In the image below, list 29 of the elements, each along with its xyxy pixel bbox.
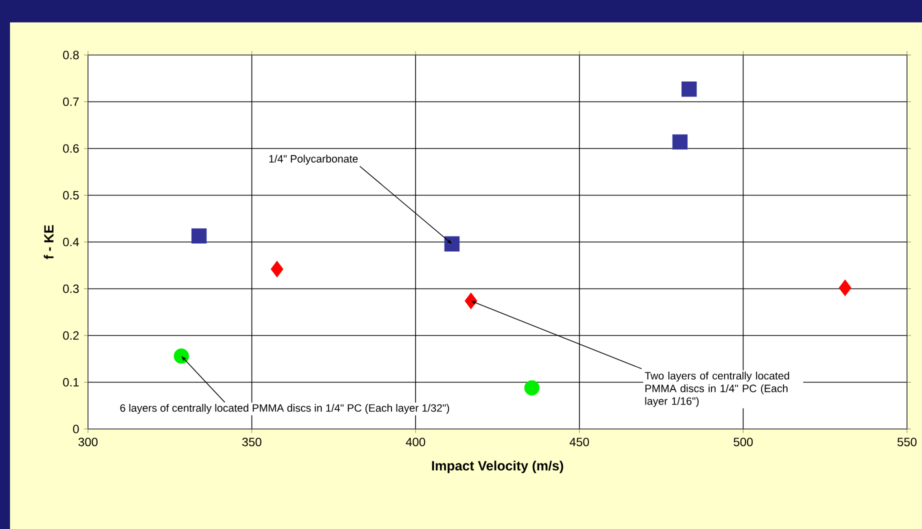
x-tick-label: 350 (242, 438, 262, 446)
x-tick-label: 450 (570, 438, 589, 446)
annotation: 1/4" Polycarbonate (269, 154, 358, 165)
point (672, 134, 688, 150)
y-tick-label: 0.6 (63, 144, 79, 153)
annotation: 6 layers of centrally located PMMA discs in 1/4" PC (Each layer 1/32") (120, 404, 450, 414)
y-axis-title: f - KE (44, 225, 54, 260)
y-tick-label: 0.3 (63, 284, 79, 294)
point (464, 292, 478, 310)
x-axis-title: Impact Velocity (m/s) (432, 460, 564, 474)
x-tick-label: 300 (78, 438, 98, 446)
y-tick-label: 0.8 (63, 50, 79, 60)
x-tick-label: 550 (897, 438, 917, 446)
point (270, 260, 284, 278)
point (524, 380, 540, 396)
point (838, 280, 852, 296)
point (682, 82, 697, 97)
annotation: Two layers of centrally located PMMA discs in 1/4" PC (Each layer 1/16") (644, 372, 790, 407)
y-tick-label: 0.5 (63, 191, 79, 200)
x-tick-label: 400 (406, 438, 426, 446)
y-tick-label: 0.4 (63, 238, 79, 246)
point (191, 228, 207, 244)
y-tick-label: 0 (73, 424, 79, 434)
y-tick-label: 0.7 (63, 98, 79, 106)
point (174, 348, 189, 364)
x-tick-label: 500 (734, 438, 753, 446)
point (444, 236, 460, 252)
y-tick-label: 0.2 (63, 331, 79, 340)
y-tick-label: 0.1 (63, 378, 79, 387)
